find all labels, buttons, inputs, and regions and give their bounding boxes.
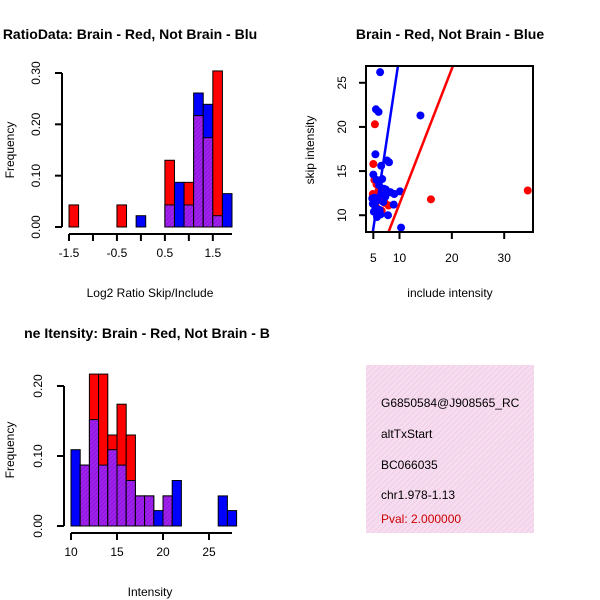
scatter-fit-line-brain [387, 65, 455, 233]
scatter-x-tick-label-1: 10 [393, 251, 407, 265]
info-pval: Pval: 2.000000 [381, 512, 461, 526]
ratio-hist-x-tick-label-0: -1.5 [59, 246, 80, 260]
scatter-point-not-brain-22 [396, 187, 405, 196]
ratio-hist-title: RatioData: Brain - Red, Not Brain - Blu [3, 26, 257, 42]
ratio-hist-y-tick-label-0: 0.00 [29, 215, 43, 239]
scatter-x-tick-label-0: 5 [370, 251, 377, 265]
intensity-hist-bar-overlap-1 [79, 464, 90, 527]
ratio-hist-ylabel: Frequency [3, 122, 17, 179]
scatter-point-not-brain-7 [385, 158, 394, 167]
intensity-hist-bar-overlap-7 [134, 495, 146, 527]
intensity-hist-title: ne Itensity: Brain - Red, Not Brain - B [24, 325, 270, 341]
ratio-hist-axes: -1.5 -0.5 0.5 1.5 0.00 0.10 0.20 0.30 [29, 61, 232, 260]
intensity-hist-x-tick-label-1: 15 [110, 545, 124, 559]
intensity-hist-y-tick-label-1: 0.10 [31, 444, 45, 468]
ratio-hist-x-tick-label-2: 0.5 [157, 246, 174, 260]
scatter-point-not-brain-3 [416, 111, 425, 120]
intensity-hist-x-tick-label-3: 25 [202, 545, 216, 559]
intensity-hist-y-tick-label-0: 0.00 [31, 514, 45, 538]
intensity-hist-bar-not-brain-9 [153, 510, 164, 527]
scatter-point-brain-0 [370, 120, 379, 129]
ratio-hist-panel: RatioData: Brain - Red, Not Brain - Blu … [3, 26, 257, 300]
intensity-hist-bar-not-brain-0 [70, 449, 81, 527]
intensity-hist-bar-overlap-3 [98, 464, 109, 527]
scatter-point-not-brain-31 [381, 185, 390, 194]
intensity-hist-y-tick-label-2: 0.20 [31, 374, 45, 398]
scatter-y-tick-label-2: 20 [335, 120, 349, 134]
info-panel: G6850584@J908565_RC altTxStart BC066035 … [366, 365, 534, 533]
intensity-hist-bar-overlap-4 [107, 449, 118, 527]
scatter-point-not-brain-27 [389, 200, 398, 209]
scatter-frame [365, 65, 534, 233]
scatter-title: Brain - Red, Not Brain - Blue [356, 26, 544, 42]
ratio-hist-bar-not-brain-11 [173, 181, 185, 228]
intensity-hist-axes: 10 15 20 25 0.00 0.10 0.20 [31, 374, 232, 559]
scatter-x-tick-label-2: 20 [445, 251, 459, 265]
intensity-hist-bar-not-brain-17 [226, 510, 238, 527]
intensity-hist-ylabel: Frequency [3, 422, 17, 479]
ratio-hist-xlabel: Log2 Ratio Skip/Include [87, 286, 214, 300]
scatter-axes: 5 10 20 30 10 15 20 25 [335, 76, 511, 265]
ratio-hist-x-tick-label-3: 1.5 [204, 246, 221, 260]
scatter-xlabel: include intensity [407, 286, 492, 300]
scatter-y-tick-label-1: 15 [335, 164, 349, 178]
info-line-accession: BC066035 [381, 458, 438, 472]
intensity-hist-bar-overlap-6 [125, 480, 136, 527]
info-panel-background [366, 365, 534, 533]
scatter-y-tick-label-0: 10 [335, 208, 349, 222]
scatter-point-not-brain-28 [397, 223, 406, 232]
scatter-point-not-brain-26 [383, 211, 392, 220]
ratio-hist-y-tick-label-1: 0.10 [29, 164, 43, 188]
scatter-ylabel: skip intensity [303, 116, 317, 185]
scatter-point-not-brain-29 [368, 194, 377, 203]
scatter-point-not-brain-19 [381, 192, 390, 201]
scatter-point-not-brain-4 [371, 150, 380, 159]
info-line-location: chr1.978-1.13 [381, 488, 455, 502]
ratio-hist-bar-brain-0 [68, 204, 80, 228]
scatter-y-tick-label-3: 25 [335, 76, 349, 90]
scatter-point-not-brain-0 [376, 68, 385, 77]
ratio-hist-bar-brain-15 [212, 70, 223, 228]
ratio-hist-bar-not-brain-16 [221, 193, 233, 228]
intensity-hist-bars [70, 373, 238, 527]
scatter-panel: Brain - Red, Not Brain - Blue include in… [303, 26, 544, 300]
ratio-hist-bar-overlap-15 [212, 215, 223, 228]
intensity-hist-bar-not-brain-16 [217, 495, 228, 527]
intensity-hist-bar-overlap-10 [162, 495, 173, 527]
intensity-hist-panel: ne Itensity: Brain - Red, Not Brain - B … [3, 325, 270, 599]
ratio-hist-bar-overlap-12 [183, 204, 195, 228]
scatter-point-not-brain-2 [374, 107, 383, 116]
ratio-hist-bar-not-brain-7 [135, 215, 147, 228]
scatter-point-brain-9 [523, 186, 532, 195]
ratio-hist-y-tick-label-2: 0.20 [29, 112, 43, 136]
scatter-point-brain-1 [369, 160, 378, 169]
intensity-hist-x-tick-label-0: 10 [64, 545, 78, 559]
ratio-hist-bar-brain-5 [116, 204, 128, 228]
scatter-x-tick-label-3: 30 [498, 251, 512, 265]
ratio-hist-bar-overlap-10 [164, 204, 175, 228]
info-line-probe-id: G6850584@J908565_RC [381, 396, 520, 410]
ratio-hist-bar-overlap-13 [193, 115, 204, 228]
ratio-hist-bar-overlap-14 [202, 137, 214, 228]
scatter-fit-line-not-brain [371, 65, 400, 233]
intensity-hist-bar-overlap-8 [144, 495, 155, 527]
intensity-hist-x-tick-label-2: 20 [156, 545, 170, 559]
ratio-hist-x-tick-label-1: -0.5 [107, 246, 128, 260]
ratio-hist-y-tick-label-3: 0.30 [29, 61, 43, 85]
ratio-hist-bars [68, 70, 233, 228]
intensity-hist-bar-overlap-2 [88, 419, 100, 527]
scatter-plot-area [368, 65, 532, 233]
scatter-point-brain-8 [426, 195, 435, 204]
intensity-hist-bar-not-brain-11 [171, 480, 182, 527]
scatter-point-not-brain-25 [376, 210, 385, 219]
intensity-hist-bar-overlap-5 [116, 464, 127, 527]
intensity-hist-xlabel: Intensity [128, 585, 173, 599]
info-line-event-type: altTxStart [381, 427, 433, 441]
